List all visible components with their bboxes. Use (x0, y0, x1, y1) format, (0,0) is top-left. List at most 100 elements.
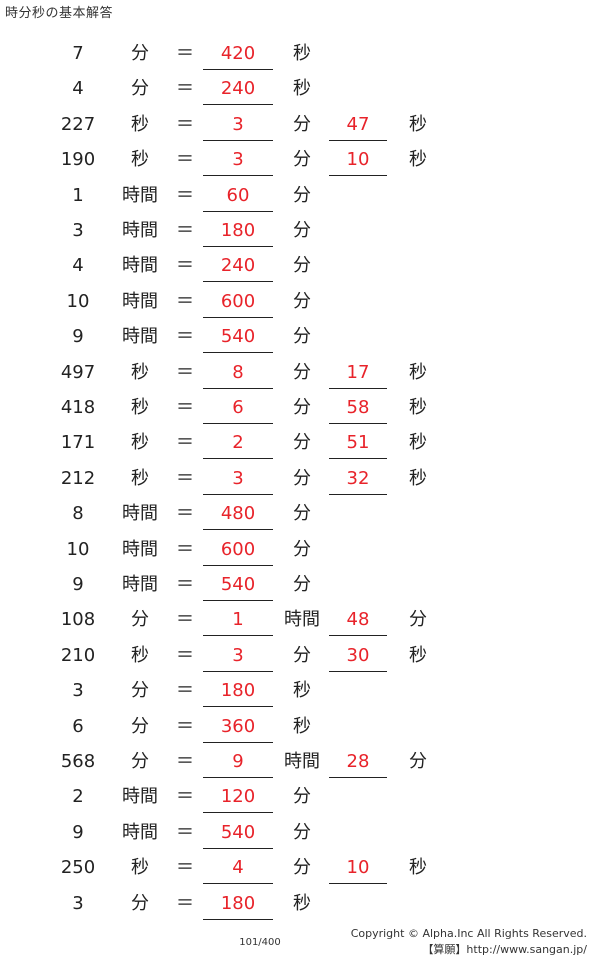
answer-unit-primary: 時間 (284, 751, 320, 772)
given-unit: 秒 (131, 113, 149, 135)
footer-copyright: Copyright © Alpha.Inc All Rights Reserve… (351, 926, 587, 958)
given-unit: 分 (131, 609, 149, 631)
problem-row: 497 秒 ＝ 8 分 17 秒 (0, 355, 600, 390)
problem-row: 10 時間 ＝ 600 分 (0, 284, 600, 319)
problem-row: 4 分 ＝ 240 秒 (0, 71, 600, 106)
answer-unit-primary: 分 (293, 786, 311, 808)
answer-primary: 540 (203, 567, 273, 601)
page-title: 時分秒の基本解答 (5, 6, 114, 21)
given-unit: 秒 (131, 397, 149, 418)
given-number: 7 (72, 43, 84, 64)
problem-row: 190 秒 ＝ 3 分 10 秒 (0, 142, 600, 177)
answer-secondary (329, 779, 387, 812)
answer-unit-primary: 秒 (293, 78, 311, 100)
answer-secondary: 48 (329, 602, 387, 637)
answer-unit-primary: 分 (293, 326, 311, 348)
answer-unit-secondary: 秒 (409, 361, 427, 383)
given-number: 212 (60, 467, 96, 489)
answer-unit-secondary (398, 567, 438, 602)
answer-unit-secondary: 秒 (409, 397, 427, 418)
answer-unit-secondary (398, 36, 438, 71)
given-number: 190 (60, 149, 96, 171)
given-unit: 時間 (122, 503, 158, 525)
answer-unit-primary: 分 (293, 113, 311, 135)
answer-unit-primary: 分 (293, 397, 311, 418)
given-number: 250 (60, 857, 96, 879)
answer-primary: 3 (203, 142, 273, 177)
equals-sign: ＝ (176, 290, 194, 312)
problem-row: 2 時間 ＝ 120 分 (0, 779, 600, 814)
answer-unit-secondary (398, 284, 438, 319)
answer-primary: 3 (203, 461, 273, 495)
given-number: 9 (72, 821, 84, 843)
equals-sign: ＝ (176, 43, 194, 64)
answer-unit-primary: 分 (293, 432, 311, 454)
answer-unit-primary: 分 (293, 290, 311, 312)
answer-primary: 180 (203, 213, 273, 247)
answer-primary: 540 (203, 815, 273, 849)
given-unit: 時間 (122, 290, 158, 312)
given-unit: 分 (131, 715, 149, 737)
given-unit: 分 (131, 680, 149, 702)
problem-row: 227 秒 ＝ 3 分 47 秒 (0, 107, 600, 142)
page-number: 101/400 (239, 937, 281, 948)
given-unit: 秒 (131, 644, 149, 666)
answer-primary: 2 (203, 425, 273, 460)
equals-sign: ＝ (176, 397, 194, 418)
answer-secondary (329, 36, 387, 69)
answer-unit-primary: 分 (293, 361, 311, 383)
answer-unit-primary: 秒 (293, 43, 311, 64)
given-number: 497 (60, 361, 96, 383)
given-number: 418 (60, 397, 96, 418)
answer-secondary: 58 (329, 390, 387, 424)
answer-unit-secondary: 秒 (409, 644, 427, 666)
problem-row: 6 分 ＝ 360 秒 (0, 709, 600, 744)
given-unit: 秒 (131, 467, 149, 489)
answer-secondary (329, 815, 387, 848)
given-unit: 分 (131, 78, 149, 100)
given-number: 8 (72, 503, 84, 525)
given-number: 568 (60, 751, 96, 772)
answer-secondary: 17 (329, 355, 387, 389)
answer-unit-secondary (398, 319, 438, 354)
answer-primary: 240 (203, 248, 273, 283)
answer-secondary (329, 284, 387, 317)
answer-secondary (329, 319, 387, 352)
problem-row: 1 時間 ＝ 60 分 (0, 178, 600, 213)
answer-primary: 120 (203, 779, 273, 814)
answer-unit-primary: 分 (293, 821, 311, 843)
answer-primary: 60 (203, 178, 273, 212)
answer-secondary: 51 (329, 425, 387, 460)
equals-sign: ＝ (176, 467, 194, 489)
given-number: 4 (72, 78, 84, 100)
equals-sign: ＝ (176, 361, 194, 383)
equals-sign: ＝ (176, 149, 194, 171)
answer-unit-primary: 分 (293, 857, 311, 879)
given-number: 2 (72, 786, 84, 808)
problem-row: 568 分 ＝ 9 時間 28 分 (0, 744, 600, 779)
equals-sign: ＝ (176, 609, 194, 631)
equals-sign: ＝ (176, 751, 194, 772)
problem-row: 108 分 ＝ 1 時間 48 分 (0, 602, 600, 637)
given-unit: 分 (131, 751, 149, 772)
answer-unit-secondary: 分 (409, 609, 427, 631)
answer-secondary: 10 (329, 142, 387, 177)
copyright-text: Copyright © Alpha.Inc All Rights Reserve… (350, 927, 587, 940)
site-url: 【算願】http://www.sangan.jp/ (422, 943, 587, 956)
answer-unit-secondary (398, 673, 438, 708)
answer-unit-secondary: 秒 (409, 467, 427, 489)
given-number: 108 (60, 609, 96, 631)
answer-secondary (329, 213, 387, 246)
given-unit: 分 (131, 892, 149, 914)
given-number: 9 (72, 574, 84, 595)
equals-sign: ＝ (176, 715, 194, 737)
answer-primary: 6 (203, 390, 273, 424)
answer-secondary (329, 178, 387, 211)
problem-row: 9 時間 ＝ 540 分 (0, 319, 600, 354)
answer-unit-secondary: 分 (409, 751, 427, 772)
answer-primary: 9 (203, 744, 273, 778)
answer-unit-secondary: 秒 (409, 432, 427, 454)
given-number: 3 (72, 220, 84, 241)
answer-primary: 8 (203, 355, 273, 389)
given-number: 3 (72, 680, 84, 702)
